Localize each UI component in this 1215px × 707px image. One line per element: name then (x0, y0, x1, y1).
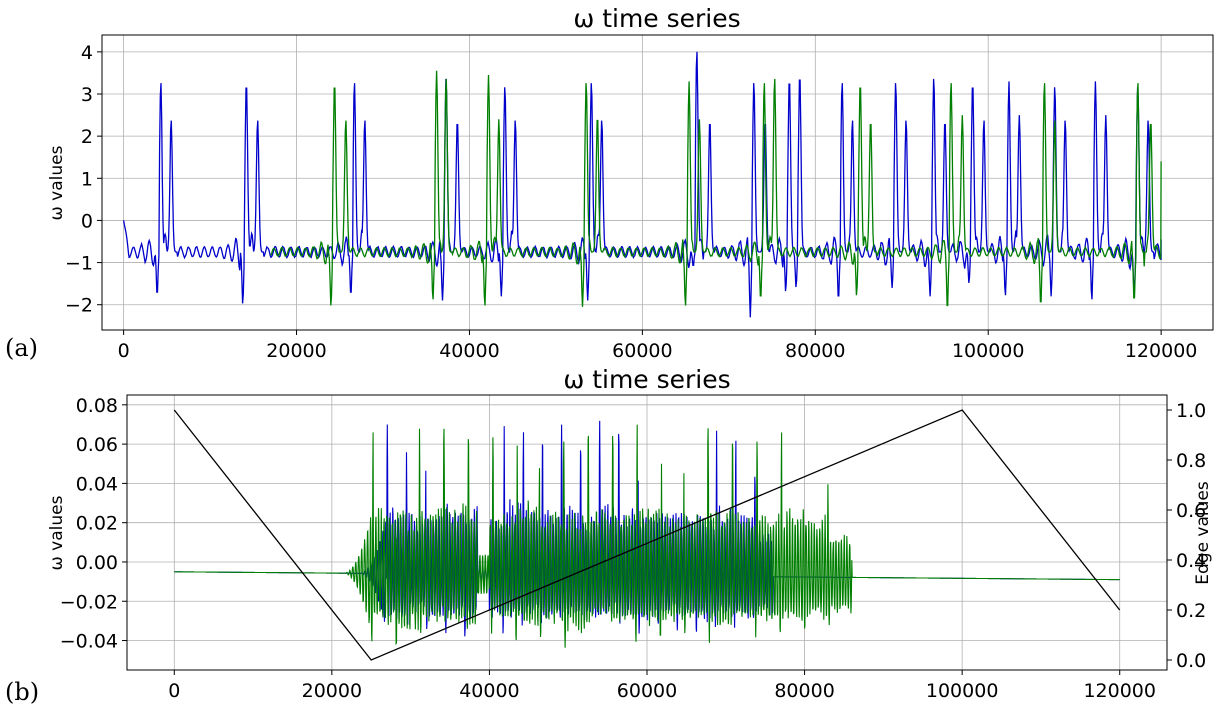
y-tick-label: 0 (81, 210, 93, 232)
y-tick-label: 0.00 (76, 552, 118, 574)
chart-title-a: ω time series (573, 4, 740, 33)
y2-tick-label: 0.4 (1176, 550, 1206, 572)
x-tick-label: 60000 (612, 340, 672, 362)
y-ticks-b: −0.04 −0.02 0.00 0.02 0.04 0.06 0.08 (60, 395, 127, 653)
y-tick-label: 1 (81, 168, 93, 190)
y-tick-label: 2 (81, 126, 93, 148)
y-tick-label: 0.02 (76, 513, 118, 535)
series-group-a (122, 51, 1162, 318)
edge-values-line (173, 409, 1121, 661)
y-tick-label: 0.04 (76, 473, 118, 495)
series-line-a-1 (270, 70, 1162, 307)
y-tick-label: 0.08 (76, 395, 118, 417)
y-axis-label-b: ω values (47, 495, 67, 570)
x-tick-label: 0 (118, 340, 130, 362)
x-tick-label: 60000 (617, 680, 677, 702)
y-ticks-a: −2 −1 0 1 2 3 4 (65, 42, 102, 317)
series-line-b-1 (174, 424, 1120, 648)
plot-frame-a (101, 34, 1214, 331)
y2-ticks-b: 0.0 0.2 0.4 0.6 0.8 1.0 (1167, 400, 1206, 672)
y2-tick-label: 0.2 (1176, 600, 1206, 622)
x-tick-label: 0 (168, 680, 180, 702)
x-tick-label: 100000 (952, 340, 1025, 362)
x-tick-label: 20000 (266, 340, 326, 362)
y-tick-label: 3 (81, 84, 93, 106)
x-tick-label: 120000 (1083, 680, 1156, 702)
y2-tick-label: 1.0 (1176, 400, 1206, 422)
y2-tick-label: 0.6 (1176, 500, 1206, 522)
x-tick-label: 40000 (439, 340, 499, 362)
x-tick-label: 80000 (774, 680, 834, 702)
x-tick-label: 80000 (785, 340, 845, 362)
x-ticks-a: 0 20000 40000 60000 80000 100000 120000 (118, 330, 1198, 362)
chart-title-b: ω time series (563, 365, 730, 394)
y2-axis-label-b: Edge values (1193, 481, 1213, 585)
plot-area-a (102, 35, 1213, 330)
grid-a (102, 35, 1213, 330)
x-tick-label: 20000 (302, 680, 362, 702)
y-tick-label: 4 (81, 42, 93, 64)
y-axis-label-a: ω values (47, 145, 67, 220)
x-tick-label: 40000 (459, 680, 519, 702)
panel-label-b: (b) (5, 678, 39, 706)
y-tick-label: 0.06 (76, 434, 118, 456)
chart-b: 0 20000 40000 60000 80000 100000 120000 −0.04−… (5, 365, 1213, 706)
y2-tick-label: 0.0 (1176, 650, 1206, 672)
x-ticks-b: 0 20000 40000 60000 80000 100000 120000 (168, 670, 1156, 702)
x-tick-label: 100000 (926, 680, 999, 702)
y-tick-label: −1 (65, 253, 93, 275)
series-group-b (173, 409, 1121, 661)
y-tick-label: −2 (65, 295, 93, 317)
x-tick-label: 120000 (1125, 340, 1198, 362)
panel-label-a: (a) (5, 334, 38, 362)
y2-tick-label: 0.8 (1176, 450, 1206, 472)
y-tick-label: −0.02 (60, 591, 118, 613)
y-tick-label: −0.04 (60, 631, 118, 653)
chart-a: 0 20000 40000 60000 80000 100000 120000 −2 −1 0 1… (5, 4, 1214, 362)
